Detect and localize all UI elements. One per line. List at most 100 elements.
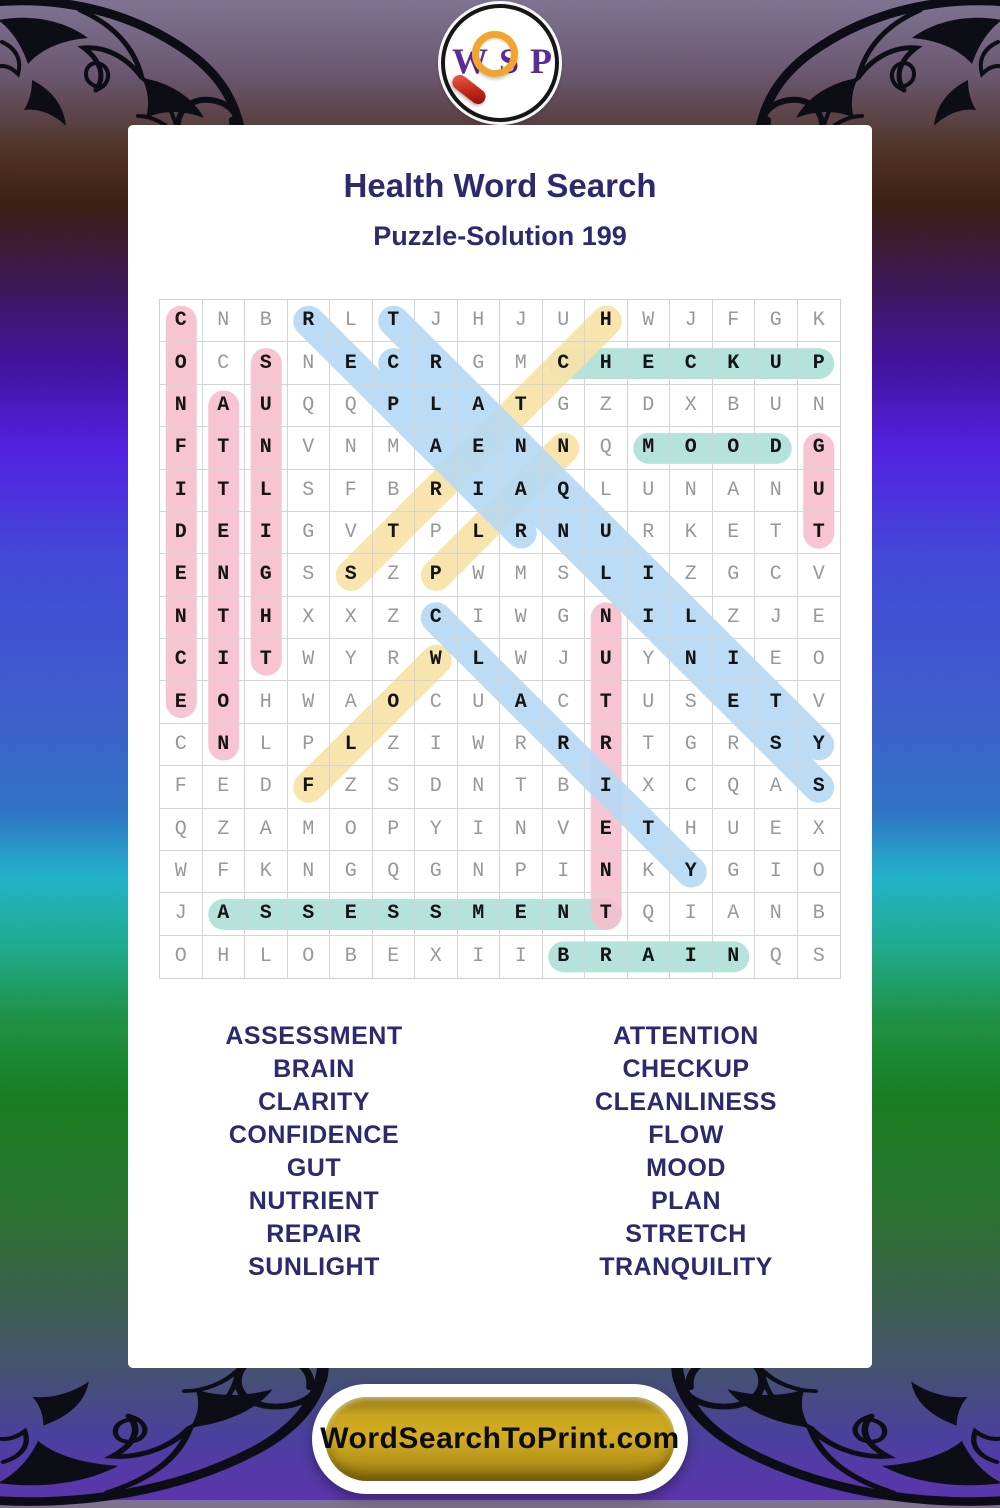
- grid-cell: L: [330, 723, 373, 767]
- highlight-cleanliness: [378, 348, 835, 803]
- highlight-tranquility: [378, 305, 835, 761]
- website-button[interactable]: WordSearchToPrint.com: [320, 1397, 679, 1481]
- grid-cell: I: [160, 469, 203, 512]
- grid-cell: C: [670, 342, 713, 385]
- grid-cell: R: [415, 342, 458, 385]
- grid-cell: T: [500, 766, 543, 809]
- word-list-item: CONFIDENCE: [228, 1121, 400, 1149]
- grid-cell: U: [585, 511, 628, 555]
- grid-cell: I: [712, 639, 755, 682]
- grid-cell: H: [457, 300, 500, 343]
- grid-cell: R: [585, 723, 628, 767]
- grid-cell: I: [457, 596, 500, 639]
- grid-cell: A: [245, 808, 288, 851]
- word-list-item: REPAIR: [266, 1220, 362, 1248]
- grid-cell: Y: [415, 808, 458, 851]
- grid-cell: N: [287, 850, 330, 894]
- grid-cell: N: [670, 469, 713, 512]
- grid-cell: U: [712, 808, 755, 851]
- grid-cell: K: [712, 342, 755, 385]
- grid-cell: T: [202, 596, 245, 639]
- grid-cell: T: [372, 511, 415, 555]
- highlight-repair: [293, 305, 537, 549]
- grid-cell: B: [543, 935, 585, 978]
- grid-cell: T: [372, 300, 415, 343]
- grid-cell: G: [415, 850, 458, 894]
- page-title: Health Word Search: [343, 167, 657, 204]
- word-list-item: MOOD: [646, 1154, 726, 1182]
- grid-cell: B: [372, 469, 415, 512]
- grid-cell: A: [500, 681, 543, 724]
- grid-cell: V: [330, 511, 373, 555]
- grid-cell: G: [797, 427, 840, 470]
- grid-cell: Z: [372, 723, 415, 767]
- grid-cell: R: [585, 935, 628, 978]
- grid-cell: P: [500, 850, 543, 894]
- grid-cell: S: [812, 945, 825, 969]
- grid-cell: E: [457, 427, 500, 470]
- grid-cell: T: [245, 639, 288, 682]
- grid-cell: L: [457, 511, 500, 555]
- grid-cell: L: [245, 935, 288, 978]
- grid-cell: P: [415, 554, 458, 597]
- grid-cell: F: [287, 766, 330, 809]
- grid-cell: Y: [330, 639, 373, 682]
- grid-cell: I: [245, 511, 288, 555]
- grid-cell: S: [287, 469, 330, 512]
- grid-cell: D: [627, 384, 670, 428]
- grid-cell: I: [755, 850, 798, 894]
- grid-cell: L: [245, 469, 288, 512]
- grid-cell: E: [202, 511, 245, 555]
- grid-cell: F: [712, 300, 755, 343]
- word-list-item: PLAN: [650, 1187, 722, 1215]
- grid-cell: H: [670, 808, 713, 851]
- grid-cell: Z: [372, 554, 415, 597]
- grid-cell: P: [797, 342, 840, 385]
- grid-cell: A: [500, 469, 543, 512]
- grid-cell: W: [500, 639, 543, 682]
- grid-cell: R: [542, 723, 585, 767]
- grid-cell: I: [670, 935, 713, 978]
- grid-cell: G: [245, 554, 288, 597]
- grid-cell: V: [797, 554, 840, 597]
- grid-cell: O: [797, 639, 840, 682]
- grid-cell: L: [245, 723, 288, 767]
- grid-cell: B: [797, 893, 840, 936]
- grid-cell: A: [712, 469, 755, 512]
- grid-cell: Z: [712, 596, 755, 639]
- grid-cell: G: [542, 384, 585, 428]
- grid-cell: E: [500, 893, 543, 936]
- grid-cell: O: [160, 935, 203, 978]
- grid-cell: J: [670, 300, 713, 343]
- grid-cell: P: [372, 808, 415, 851]
- grid-cell: I: [585, 766, 628, 809]
- word-list-right-column: ATTENTION CHECKUP CLEANLINESS FLOW MOOD PLAN S…: [500, 1020, 872, 1284]
- grid-cell: E: [712, 511, 755, 555]
- grid-cell: C: [670, 766, 713, 809]
- word-list-item: TRANQUILITY: [599, 1253, 773, 1281]
- highlight-clarity: [420, 602, 707, 888]
- grid-cell: E: [160, 681, 203, 724]
- grid-cell: N: [755, 893, 798, 936]
- grid-cell: N: [500, 808, 543, 851]
- word-list-item: NUTRIENT: [248, 1187, 380, 1215]
- grid-cell: L: [585, 554, 628, 597]
- grid-cell: S: [287, 554, 330, 597]
- grid-cell: N: [160, 384, 203, 428]
- grid-cell: O: [202, 681, 245, 724]
- grid-cell: O: [372, 681, 415, 724]
- grid-cell: R: [712, 723, 755, 767]
- grid-cell: U: [245, 384, 288, 428]
- grid-cell: U: [797, 470, 840, 512]
- grid-cell: Q: [542, 469, 585, 512]
- grid-cell: Q: [160, 808, 203, 851]
- grid-cell: E: [797, 597, 840, 639]
- grid-cell: V: [542, 808, 585, 851]
- grid-cell: E: [160, 554, 203, 597]
- grid-cell: N: [585, 850, 628, 894]
- grid-cell: G: [670, 723, 713, 767]
- grid-cell: I: [627, 596, 670, 639]
- grid-cell: N: [202, 554, 245, 597]
